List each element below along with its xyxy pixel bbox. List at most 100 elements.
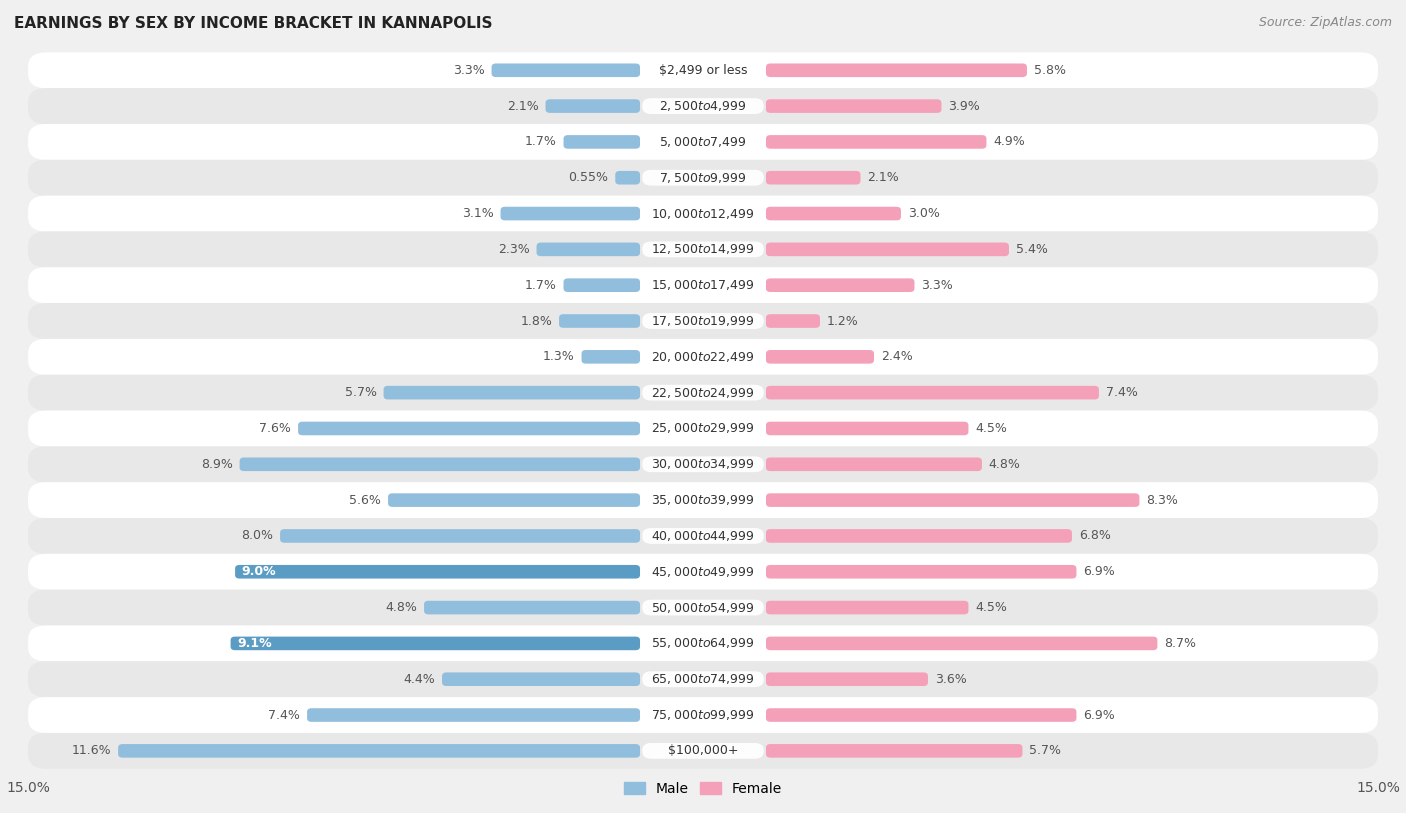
FancyBboxPatch shape bbox=[766, 278, 914, 292]
FancyBboxPatch shape bbox=[560, 314, 640, 328]
FancyBboxPatch shape bbox=[643, 313, 763, 329]
Text: 3.6%: 3.6% bbox=[935, 672, 966, 685]
Text: 11.6%: 11.6% bbox=[72, 745, 111, 758]
Text: 3.1%: 3.1% bbox=[463, 207, 494, 220]
Text: $50,000 to $54,999: $50,000 to $54,999 bbox=[651, 601, 755, 615]
Text: 1.7%: 1.7% bbox=[524, 279, 557, 292]
Text: 7.4%: 7.4% bbox=[269, 709, 301, 722]
Text: 3.3%: 3.3% bbox=[453, 63, 485, 76]
FancyBboxPatch shape bbox=[643, 564, 763, 580]
Text: 5.8%: 5.8% bbox=[1033, 63, 1066, 76]
FancyBboxPatch shape bbox=[766, 708, 1077, 722]
Text: 3.0%: 3.0% bbox=[908, 207, 939, 220]
FancyBboxPatch shape bbox=[643, 672, 763, 687]
Text: 6.9%: 6.9% bbox=[1083, 565, 1115, 578]
Text: $65,000 to $74,999: $65,000 to $74,999 bbox=[651, 672, 755, 686]
FancyBboxPatch shape bbox=[280, 529, 640, 543]
FancyBboxPatch shape bbox=[643, 492, 763, 508]
FancyBboxPatch shape bbox=[388, 493, 640, 507]
FancyBboxPatch shape bbox=[643, 277, 763, 293]
FancyBboxPatch shape bbox=[564, 278, 640, 292]
Text: 1.2%: 1.2% bbox=[827, 315, 859, 328]
Text: $20,000 to $22,499: $20,000 to $22,499 bbox=[651, 350, 755, 364]
Text: 4.5%: 4.5% bbox=[976, 422, 1007, 435]
FancyBboxPatch shape bbox=[441, 672, 640, 686]
FancyBboxPatch shape bbox=[643, 456, 763, 472]
FancyBboxPatch shape bbox=[766, 744, 1022, 758]
Text: 2.4%: 2.4% bbox=[880, 350, 912, 363]
Text: 8.7%: 8.7% bbox=[1164, 637, 1197, 650]
Text: $30,000 to $34,999: $30,000 to $34,999 bbox=[651, 457, 755, 472]
Text: $5,000 to $7,499: $5,000 to $7,499 bbox=[659, 135, 747, 149]
Text: $2,500 to $4,999: $2,500 to $4,999 bbox=[659, 99, 747, 113]
Text: 4.4%: 4.4% bbox=[404, 672, 436, 685]
FancyBboxPatch shape bbox=[643, 63, 763, 78]
Text: $10,000 to $12,499: $10,000 to $12,499 bbox=[651, 207, 755, 220]
Text: 1.3%: 1.3% bbox=[543, 350, 575, 363]
FancyBboxPatch shape bbox=[28, 375, 1378, 411]
FancyBboxPatch shape bbox=[28, 339, 1378, 375]
FancyBboxPatch shape bbox=[766, 350, 875, 363]
FancyBboxPatch shape bbox=[766, 458, 981, 471]
FancyBboxPatch shape bbox=[28, 661, 1378, 697]
Text: 5.7%: 5.7% bbox=[1029, 745, 1062, 758]
Text: $35,000 to $39,999: $35,000 to $39,999 bbox=[651, 493, 755, 507]
FancyBboxPatch shape bbox=[384, 386, 640, 399]
Text: $12,500 to $14,999: $12,500 to $14,999 bbox=[651, 242, 755, 256]
FancyBboxPatch shape bbox=[231, 637, 640, 650]
FancyBboxPatch shape bbox=[643, 98, 763, 114]
FancyBboxPatch shape bbox=[643, 707, 763, 723]
Text: $22,500 to $24,999: $22,500 to $24,999 bbox=[651, 385, 755, 400]
FancyBboxPatch shape bbox=[28, 733, 1378, 769]
Text: 4.9%: 4.9% bbox=[993, 136, 1025, 149]
FancyBboxPatch shape bbox=[239, 458, 640, 471]
FancyBboxPatch shape bbox=[766, 386, 1099, 399]
FancyBboxPatch shape bbox=[501, 207, 640, 220]
FancyBboxPatch shape bbox=[643, 241, 763, 257]
FancyBboxPatch shape bbox=[766, 601, 969, 615]
FancyBboxPatch shape bbox=[766, 99, 942, 113]
FancyBboxPatch shape bbox=[766, 314, 820, 328]
FancyBboxPatch shape bbox=[766, 493, 1139, 507]
Text: $75,000 to $99,999: $75,000 to $99,999 bbox=[651, 708, 755, 722]
FancyBboxPatch shape bbox=[766, 242, 1010, 256]
Text: $40,000 to $44,999: $40,000 to $44,999 bbox=[651, 529, 755, 543]
FancyBboxPatch shape bbox=[28, 124, 1378, 160]
Text: 1.8%: 1.8% bbox=[520, 315, 553, 328]
Text: $17,500 to $19,999: $17,500 to $19,999 bbox=[651, 314, 755, 328]
Text: 8.0%: 8.0% bbox=[242, 529, 273, 542]
FancyBboxPatch shape bbox=[28, 232, 1378, 267]
FancyBboxPatch shape bbox=[28, 52, 1378, 88]
Text: 3.9%: 3.9% bbox=[948, 99, 980, 112]
Text: $7,500 to $9,999: $7,500 to $9,999 bbox=[659, 171, 747, 185]
Text: $2,499 or less: $2,499 or less bbox=[659, 63, 747, 76]
Text: 1.7%: 1.7% bbox=[524, 136, 557, 149]
FancyBboxPatch shape bbox=[643, 349, 763, 365]
Text: 2.1%: 2.1% bbox=[508, 99, 538, 112]
Text: $15,000 to $17,499: $15,000 to $17,499 bbox=[651, 278, 755, 292]
Text: 9.0%: 9.0% bbox=[242, 565, 277, 578]
FancyBboxPatch shape bbox=[28, 518, 1378, 554]
FancyBboxPatch shape bbox=[582, 350, 640, 363]
Text: $55,000 to $64,999: $55,000 to $64,999 bbox=[651, 637, 755, 650]
Text: $100,000+: $100,000+ bbox=[668, 745, 738, 758]
Text: 8.9%: 8.9% bbox=[201, 458, 233, 471]
Text: 9.1%: 9.1% bbox=[238, 637, 271, 650]
FancyBboxPatch shape bbox=[643, 420, 763, 437]
Text: 4.8%: 4.8% bbox=[988, 458, 1021, 471]
Text: 0.55%: 0.55% bbox=[568, 172, 609, 185]
Text: 4.8%: 4.8% bbox=[385, 601, 418, 614]
FancyBboxPatch shape bbox=[643, 206, 763, 221]
Text: $25,000 to $29,999: $25,000 to $29,999 bbox=[651, 421, 755, 436]
FancyBboxPatch shape bbox=[425, 601, 640, 615]
Text: 7.4%: 7.4% bbox=[1105, 386, 1137, 399]
Text: 8.3%: 8.3% bbox=[1146, 493, 1178, 506]
Text: 6.8%: 6.8% bbox=[1078, 529, 1111, 542]
FancyBboxPatch shape bbox=[28, 267, 1378, 303]
FancyBboxPatch shape bbox=[643, 528, 763, 544]
FancyBboxPatch shape bbox=[643, 600, 763, 615]
FancyBboxPatch shape bbox=[643, 385, 763, 401]
FancyBboxPatch shape bbox=[766, 637, 1157, 650]
FancyBboxPatch shape bbox=[766, 63, 1026, 77]
Text: 4.5%: 4.5% bbox=[976, 601, 1007, 614]
